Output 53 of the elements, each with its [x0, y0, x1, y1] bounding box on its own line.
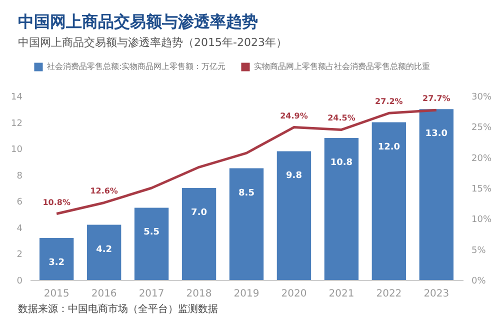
- bar: [419, 109, 454, 280]
- data-label: 24.5%: [328, 114, 356, 123]
- data-label: 3.2: [48, 258, 65, 268]
- bar: [324, 138, 359, 280]
- data-label: 5.5: [144, 228, 160, 238]
- y-tick-label: 2: [16, 250, 22, 260]
- y-tick-label: 14: [11, 92, 23, 102]
- y2-tick-label: 15%: [472, 184, 492, 194]
- x-tick-label: 2023: [424, 288, 450, 300]
- y-tick-label: 12: [11, 118, 22, 129]
- y2-tick-label: 20%: [472, 154, 492, 164]
- x-tick-label: 2017: [138, 288, 164, 300]
- y-tick-label: 0: [16, 276, 23, 286]
- chart-title: 中国网上商品交易额与渗透率趋势: [18, 12, 258, 33]
- x-tick-label: 2018: [186, 288, 212, 300]
- x-tick-label: 2022: [376, 288, 402, 300]
- legend-label: 社会消费品零售总额:实物商品网上零售额：万亿元: [47, 62, 226, 71]
- bar: [276, 151, 312, 280]
- data-label: 24.9%: [280, 111, 308, 120]
- y2-tick-label: 30%: [472, 92, 492, 102]
- data-label: 4.2: [96, 244, 112, 255]
- data-label: 7.0: [191, 208, 207, 218]
- bar: [229, 168, 264, 280]
- chart-subtitle: 中国网上商品交易额与渗透率趋势（2015年-2023年）: [18, 35, 287, 50]
- x-tick-label: 2020: [281, 288, 307, 300]
- x-tick-label: 2021: [328, 288, 354, 300]
- source-note: 数据来源：中国电商市场（全平台）监测数据: [18, 302, 218, 316]
- data-label: 27.2%: [375, 97, 403, 106]
- legend-label: 实物商品网上零售额占社会消费品零售总额的比重: [254, 62, 430, 71]
- x-tick-label: 2019: [234, 288, 260, 300]
- y-tick-label: 6: [16, 198, 23, 208]
- bar: [134, 208, 169, 280]
- data-label: 10.8%: [42, 198, 70, 207]
- data-label: 12.6%: [90, 186, 118, 196]
- bar: [39, 238, 74, 280]
- bar: [372, 122, 406, 280]
- y-tick-label: 8: [16, 171, 23, 182]
- data-label: 12.0: [378, 142, 400, 152]
- y2-tick-label: 0%: [472, 276, 486, 286]
- y2-tick-label: 10%: [472, 215, 492, 226]
- y-tick-label: 4: [16, 224, 23, 234]
- data-label: 9.8: [286, 171, 302, 182]
- data-label: 27.7%: [422, 94, 450, 104]
- x-tick-label: 2016: [91, 288, 117, 300]
- y2-tick-label: 25%: [472, 123, 492, 134]
- bar: [182, 188, 216, 280]
- data-label: 10.8: [330, 158, 353, 168]
- data-label: 13.0: [425, 129, 448, 140]
- x-tick-label: 2015: [44, 288, 70, 300]
- data-label: 8.5: [238, 188, 254, 198]
- y2-tick-label: 5%: [472, 246, 486, 256]
- y-tick-label: 10: [11, 145, 23, 156]
- bar: [86, 224, 122, 280]
